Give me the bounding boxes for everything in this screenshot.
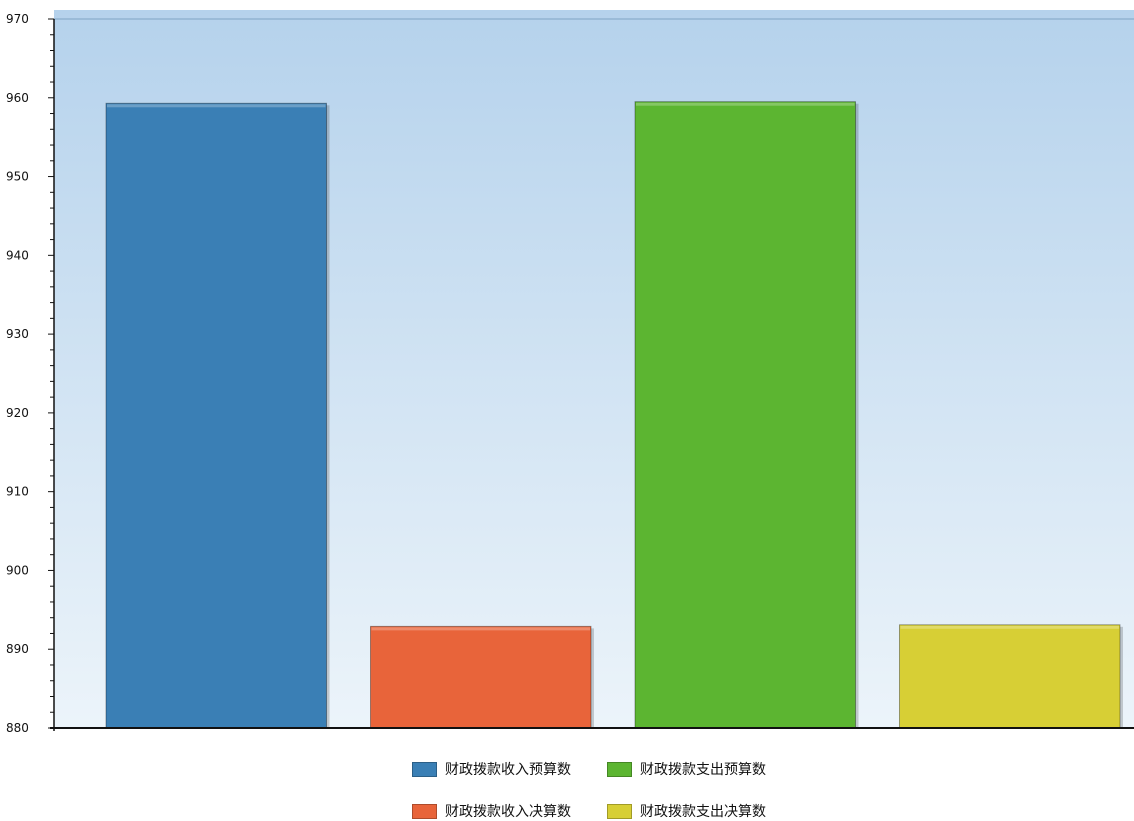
legend-swatch	[412, 803, 437, 819]
bar-highlight	[371, 627, 590, 631]
y-tick-label: 880	[6, 721, 29, 735]
legend-item: 财政拨款支出预算数	[607, 758, 807, 780]
bar-1	[105, 102, 327, 729]
legend-label: 财政拨款支出决算数	[640, 804, 766, 820]
y-tick-label: 910	[6, 485, 29, 499]
bar-3	[634, 101, 856, 729]
legend-swatch	[412, 761, 437, 777]
legend-label: 财政拨款支出预算数	[640, 762, 766, 778]
bar-highlight	[900, 625, 1119, 629]
y-tick-label: 940	[6, 248, 29, 262]
bar-highlight	[107, 104, 326, 108]
legend-label: 财政拨款收入预算数	[445, 762, 571, 778]
y-tick-label: 900	[6, 563, 29, 577]
legend-label: 财政拨款收入决算数	[445, 804, 571, 820]
legend-item: 财政拨款收入决算数	[412, 800, 607, 821]
legend-item: 财政拨款收入预算数	[412, 758, 607, 780]
y-tick-label: 960	[6, 91, 29, 105]
bar-chart: 880 890 900 910 920 930 940 950 960 970	[6, 10, 1134, 735]
legend-item: 财政拨款支出决算数	[607, 800, 807, 821]
y-tick-label: 970	[6, 12, 29, 26]
bar-highlight	[636, 102, 855, 106]
bar-4	[899, 624, 1121, 729]
legend-swatch	[607, 761, 632, 777]
y-tick-label: 890	[6, 642, 29, 656]
bars-group	[105, 101, 1123, 729]
y-tick-label: 930	[6, 327, 29, 341]
legend: 财政拨款收入预算数 财政拨款支出预算数财政拨款收入决算数 财政拨款支出决算数	[412, 758, 832, 821]
y-tick-label: 920	[6, 406, 29, 420]
legend-swatch	[607, 803, 632, 819]
y-axis: 880 890 900 910 920 930 940 950 960 970	[6, 12, 54, 735]
bar-2	[370, 625, 592, 729]
y-tick-label: 950	[6, 170, 29, 184]
